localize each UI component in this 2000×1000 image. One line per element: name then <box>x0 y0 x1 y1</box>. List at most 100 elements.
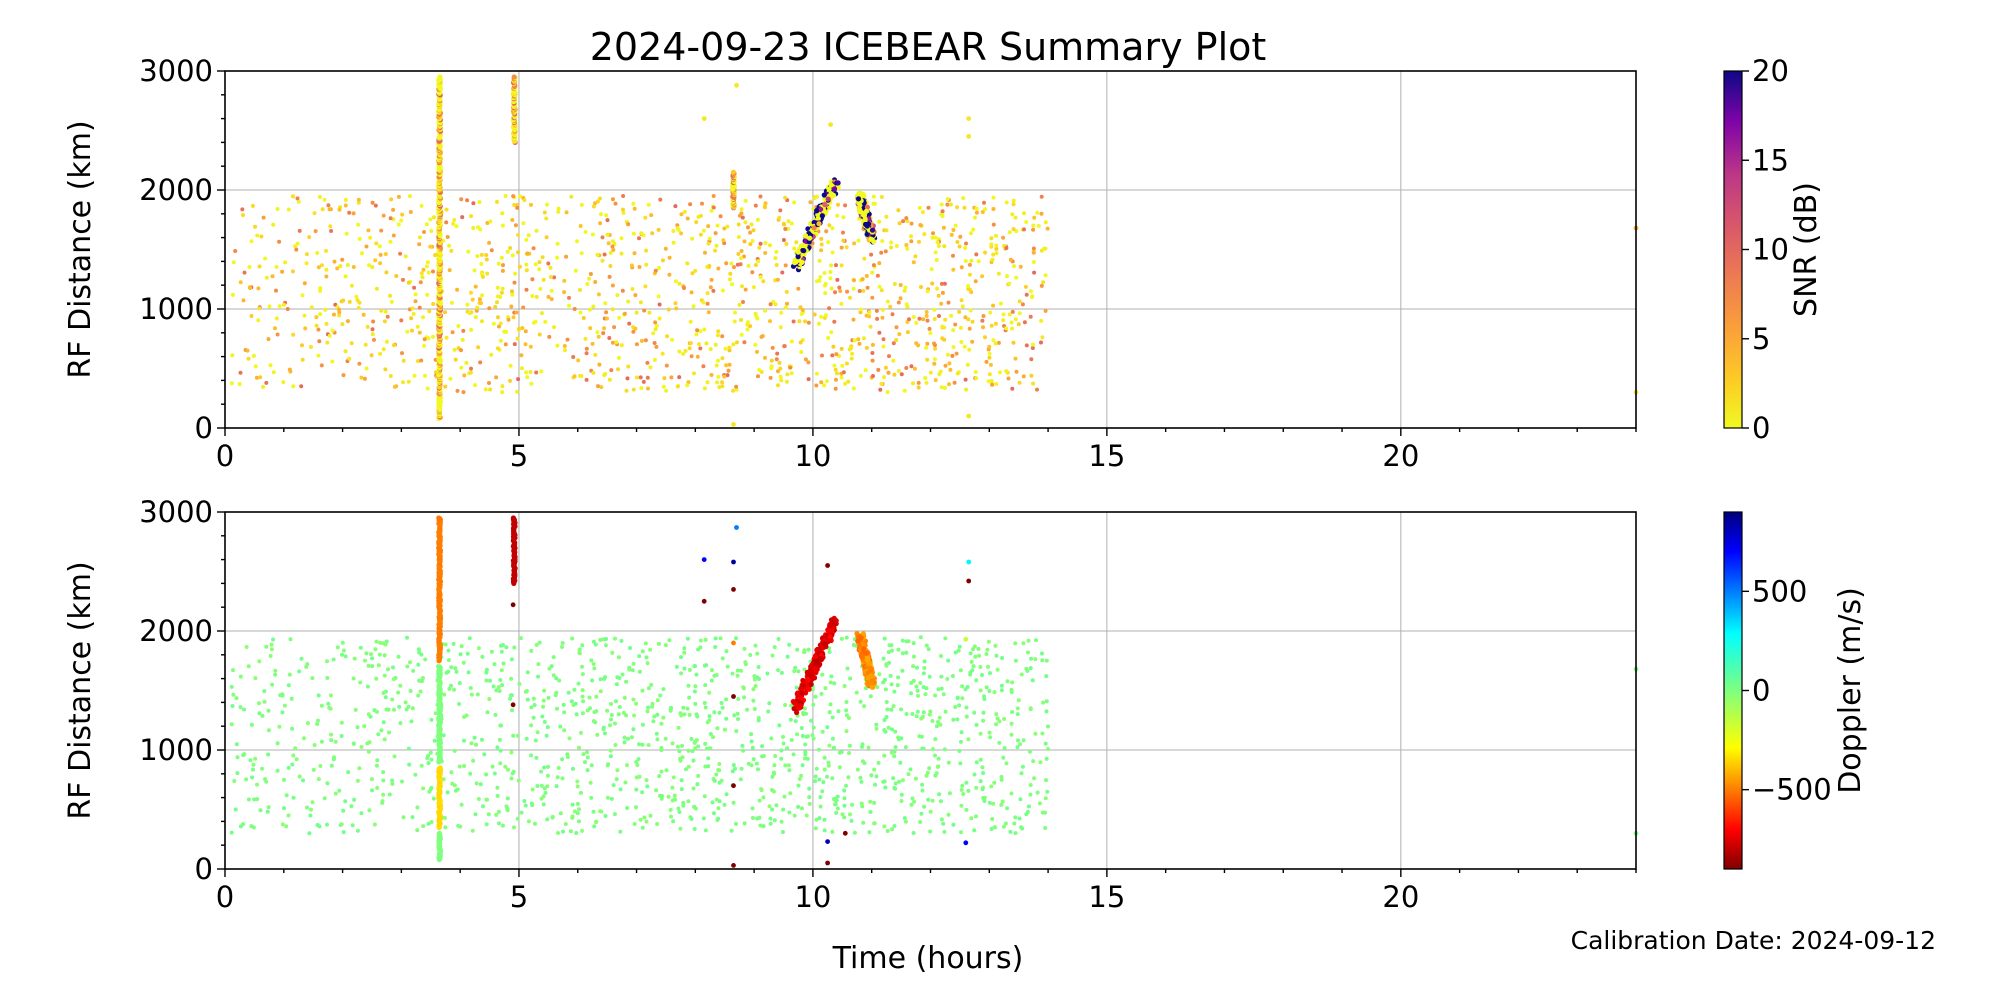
data-point <box>451 221 456 226</box>
data-point <box>378 261 383 266</box>
data-point <box>274 265 279 269</box>
data-point <box>251 767 255 772</box>
data-point <box>425 756 430 761</box>
data-point <box>725 664 730 669</box>
data-point <box>512 825 516 830</box>
data-point <box>510 771 515 776</box>
data-point <box>426 821 431 826</box>
data-point <box>953 705 958 709</box>
data-point <box>960 304 965 309</box>
data-point <box>772 763 777 768</box>
data-point <box>500 823 505 828</box>
data-point <box>591 719 596 724</box>
data-point <box>605 218 610 223</box>
data-point <box>866 221 872 227</box>
data-point <box>868 799 873 804</box>
data-point <box>458 652 463 657</box>
data-point <box>879 381 884 386</box>
data-point <box>626 299 631 304</box>
data-point <box>485 271 490 276</box>
data-point <box>370 332 375 337</box>
data-point <box>800 677 806 684</box>
data-point <box>642 308 647 313</box>
data-point <box>330 359 335 364</box>
data-point <box>682 712 687 717</box>
data-point <box>384 639 389 644</box>
data-point <box>772 818 777 823</box>
data-point <box>954 351 959 356</box>
data-point <box>748 324 753 329</box>
data-point <box>713 645 718 649</box>
data-point <box>716 333 720 338</box>
data-point <box>967 287 972 292</box>
data-point <box>307 235 312 240</box>
data-point <box>667 638 672 643</box>
data-point <box>593 280 598 284</box>
data-point <box>312 743 317 747</box>
data-point <box>442 815 447 820</box>
data-point <box>1021 641 1026 646</box>
data-point <box>852 241 857 246</box>
data-point <box>584 377 589 382</box>
data-point <box>458 824 463 829</box>
data-point <box>530 803 535 808</box>
data-point <box>682 286 686 290</box>
data-point <box>825 860 830 866</box>
data-point <box>318 286 323 291</box>
data-point <box>984 685 989 690</box>
data-point <box>962 205 967 210</box>
data-point <box>374 286 379 291</box>
data-point <box>587 276 592 281</box>
data-point <box>470 297 475 302</box>
data-point <box>671 819 676 824</box>
data-point <box>951 228 956 232</box>
data-point <box>792 669 797 674</box>
data-point <box>851 317 856 322</box>
data-point <box>510 708 514 713</box>
data-point <box>246 356 251 361</box>
data-point <box>705 301 710 306</box>
data-point <box>1009 721 1014 726</box>
data-point <box>970 339 975 344</box>
data-point <box>921 317 926 322</box>
data-point <box>602 326 607 331</box>
data-point <box>796 783 801 788</box>
data-point <box>952 380 957 385</box>
data-point <box>484 797 489 802</box>
data-point <box>493 712 498 717</box>
data-point <box>326 203 331 208</box>
data-point <box>739 668 743 673</box>
data-point <box>655 712 660 717</box>
data-point <box>568 829 573 834</box>
data-point <box>865 285 870 290</box>
data-point <box>943 709 948 714</box>
data-point <box>545 817 550 822</box>
data-point <box>535 730 540 735</box>
data-point <box>635 375 639 380</box>
data-point <box>889 240 894 245</box>
data-point <box>462 764 467 768</box>
data-point <box>691 786 696 791</box>
data-point <box>814 383 819 388</box>
data-point <box>703 705 708 710</box>
data-point <box>735 673 740 678</box>
data-point <box>376 732 381 737</box>
data-point <box>803 752 808 757</box>
data-point <box>791 706 797 712</box>
data-point <box>740 215 745 220</box>
data-point <box>694 220 699 225</box>
data-point <box>762 205 767 210</box>
data-point <box>607 336 612 340</box>
data-point <box>938 799 943 804</box>
data-point <box>1043 273 1048 278</box>
data-point <box>575 779 580 784</box>
data-point <box>844 635 849 640</box>
data-point <box>625 376 630 381</box>
data-point <box>534 294 539 299</box>
data-point <box>936 756 941 761</box>
data-point <box>577 650 582 655</box>
data-point <box>963 377 968 382</box>
data-point <box>749 222 754 227</box>
data-point <box>539 783 544 788</box>
data-point <box>781 741 786 746</box>
